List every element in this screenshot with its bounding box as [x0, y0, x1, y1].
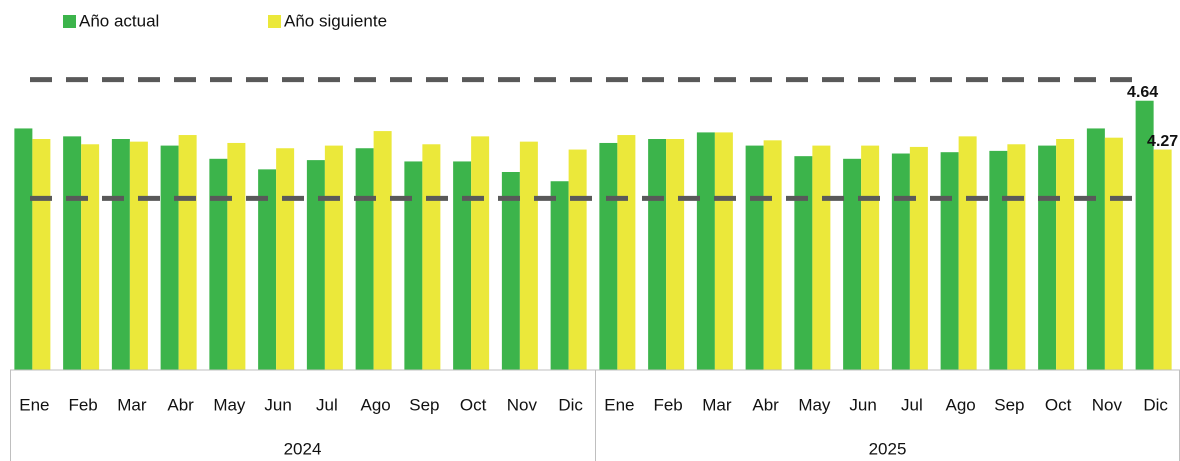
bar — [422, 144, 441, 370]
group-label: 2025 — [869, 439, 907, 458]
bar — [1007, 144, 1026, 370]
x-tick-label: Nov — [507, 395, 538, 414]
bar — [519, 141, 538, 370]
bar — [599, 142, 618, 370]
bar — [178, 135, 197, 370]
bar — [306, 160, 325, 370]
x-tick-label: Ene — [604, 395, 634, 414]
bar — [81, 144, 100, 370]
legend-swatch — [268, 15, 281, 28]
bar — [1056, 139, 1075, 370]
bar — [453, 161, 472, 370]
bar — [861, 145, 880, 370]
bar — [373, 131, 392, 370]
x-tick-label: Mar — [117, 395, 147, 414]
bar — [909, 146, 928, 370]
bar — [209, 158, 228, 370]
bar — [1104, 137, 1123, 370]
bar — [763, 140, 782, 370]
bar — [1086, 128, 1105, 370]
x-tick-label: Ene — [19, 395, 49, 414]
x-tick-label: Jul — [901, 395, 923, 414]
x-tick-label: Ago — [946, 395, 976, 414]
bar — [14, 128, 33, 370]
x-tick-label: Mar — [702, 395, 732, 414]
bar — [745, 145, 764, 370]
bar — [258, 169, 277, 370]
bar — [501, 172, 520, 370]
x-tick-label: Feb — [68, 395, 97, 414]
x-tick-label: Oct — [460, 395, 487, 414]
bar — [714, 132, 733, 370]
legend-label: Año siguiente — [284, 11, 387, 30]
bar — [550, 181, 569, 370]
x-tick-label: Ago — [361, 395, 391, 414]
x-tick-label: Sep — [994, 395, 1024, 414]
x-tick-label: Sep — [409, 395, 439, 414]
bar — [794, 156, 813, 370]
x-tick-label: Jun — [264, 395, 291, 414]
bar — [696, 132, 715, 370]
x-tick-label: Nov — [1092, 395, 1123, 414]
bar — [324, 145, 343, 370]
bar — [1038, 145, 1057, 370]
bar — [63, 136, 82, 370]
x-tick-label: Abr — [167, 395, 194, 414]
bar — [111, 139, 130, 370]
bar — [843, 158, 862, 370]
x-tick-label: Jul — [316, 395, 338, 414]
bar — [471, 136, 490, 370]
data-label: 4.64 — [1127, 84, 1158, 101]
bar — [812, 145, 831, 370]
legend-swatch — [63, 15, 76, 28]
bar — [32, 139, 51, 370]
bar — [617, 135, 636, 370]
bar — [891, 153, 910, 370]
bar — [276, 148, 295, 370]
x-tick-label: May — [213, 395, 246, 414]
x-tick-label: Abr — [752, 395, 779, 414]
bar — [648, 139, 667, 370]
bar — [568, 149, 587, 370]
bar — [940, 152, 959, 370]
legend-label: Año actual — [79, 11, 159, 30]
x-tick-label: Dic — [1143, 395, 1168, 414]
x-tick-label: Jun — [849, 395, 876, 414]
bar — [227, 142, 246, 370]
x-tick-label: May — [798, 395, 831, 414]
bar — [1135, 100, 1154, 370]
bar — [404, 161, 423, 370]
bar — [129, 141, 148, 370]
x-tick-label: Dic — [558, 395, 583, 414]
bar — [355, 148, 374, 370]
data-label: 4.27 — [1147, 133, 1178, 150]
bar — [666, 139, 685, 370]
x-tick-label: Oct — [1045, 395, 1072, 414]
x-tick-label: Feb — [653, 395, 682, 414]
bar — [160, 145, 179, 370]
bar — [1153, 149, 1172, 370]
bar — [958, 136, 977, 370]
group-label: 2024 — [284, 439, 322, 458]
bar — [989, 150, 1008, 370]
